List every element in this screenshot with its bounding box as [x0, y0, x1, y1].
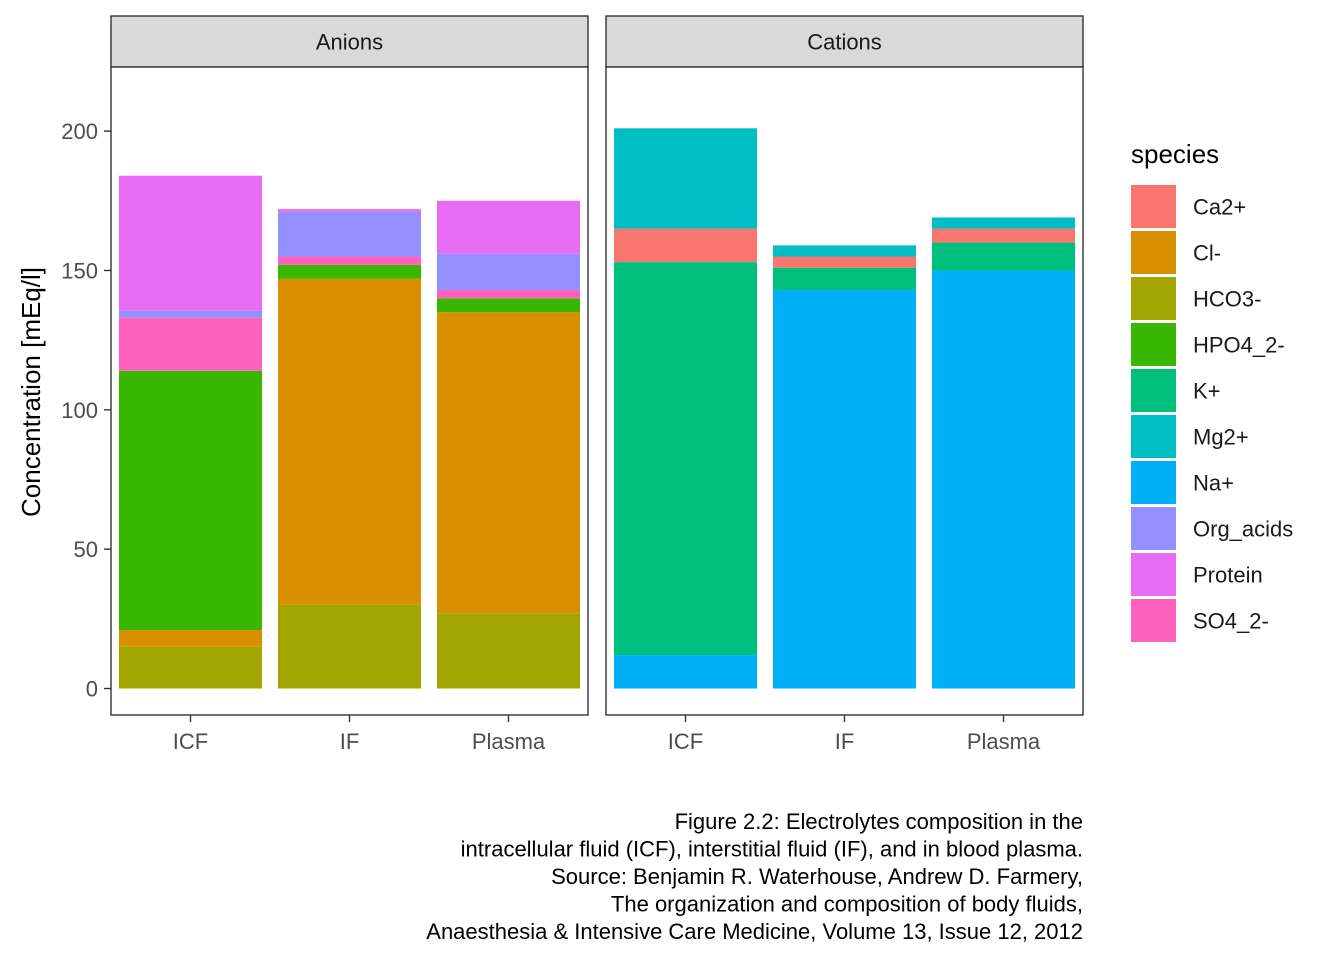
legend-item: HPO4_2- — [1131, 323, 1285, 366]
caption-line: Figure 2.2: Electrolytes composition in … — [675, 809, 1083, 834]
legend-item: SO4_2- — [1131, 599, 1269, 642]
bar-segment-icf-k- — [613, 262, 758, 656]
x-tick-label: ICF — [173, 729, 208, 754]
legend-swatch — [1131, 369, 1176, 412]
y-tick-label: 0 — [86, 677, 98, 702]
bar-segment-plasma-so4-2- — [436, 289, 581, 299]
legend-label: Protein — [1193, 563, 1263, 588]
bar-segment-plasma-protein — [436, 200, 581, 254]
bar-segment-icf-hco3- — [118, 646, 263, 689]
legend-item: Mg2+ — [1131, 415, 1249, 458]
legend-item: Protein — [1131, 553, 1263, 596]
facet-panels: Anions ICF IF Plasma Cations ICF IF Plasma — [110, 15, 1084, 754]
legend-item: Ca2+ — [1131, 185, 1246, 228]
bar-segment-plasma-k- — [931, 242, 1076, 271]
bar-segment-if-ca2- — [772, 256, 917, 268]
bar-segment-plasma-hpo4-2- — [436, 298, 581, 313]
legend-swatch — [1131, 323, 1176, 366]
legend-swatch — [1131, 507, 1176, 550]
y-axis-title: Concentration [mEq/l] — [16, 267, 46, 517]
legend-title: species — [1131, 139, 1219, 169]
bar-segment-icf-so4-2- — [118, 317, 263, 371]
legend-label: Ca2+ — [1193, 195, 1246, 220]
bar-segment-icf-ca2- — [613, 228, 758, 263]
x-tick-label: ICF — [668, 729, 703, 754]
legend-swatch — [1131, 277, 1176, 320]
legend-item: HCO3- — [1131, 277, 1261, 320]
caption-line: Source: Benjamin R. Waterhouse, Andrew D… — [551, 864, 1083, 889]
facet-strip — [605, 15, 1084, 68]
bar-segment-if-hco3- — [277, 604, 422, 689]
bar-segment-icf-cl- — [118, 629, 263, 647]
legend-item: K+ — [1131, 369, 1221, 412]
bar-segment-plasma-na- — [931, 270, 1076, 689]
bar-segment-plasma-hco3- — [436, 613, 581, 689]
bar-segment-icf-na- — [613, 655, 758, 689]
bar-segment-plasma-cl- — [436, 312, 581, 614]
bar-segment-plasma-org-acids — [436, 253, 581, 290]
bar-segment-if-org-acids — [277, 211, 422, 257]
bar-segment-plasma-ca2- — [931, 228, 1076, 243]
bar-segment-if-so4-2- — [277, 256, 422, 265]
legend-label: K+ — [1193, 379, 1221, 404]
facet-strip-label: Anions — [316, 30, 383, 55]
legend-label: SO4_2- — [1193, 609, 1269, 634]
caption-line: intracellular fluid (ICF), interstitial … — [461, 837, 1083, 862]
bar-segment-icf-hpo4-2- — [118, 370, 263, 630]
x-tick-label: IF — [835, 729, 855, 754]
panel-anions: Anions ICF IF Plasma — [110, 15, 589, 754]
bar-segment-icf-protein — [118, 175, 263, 311]
caption-line: The organization and composition of body… — [611, 892, 1083, 917]
legend-swatch — [1131, 599, 1176, 642]
bar-segment-if-protein — [277, 209, 422, 212]
facet-strip-label: Cations — [807, 30, 882, 55]
y-tick-label: 100 — [61, 398, 98, 423]
legend-label: Mg2+ — [1193, 425, 1249, 450]
legend-item: Org_acids — [1131, 507, 1293, 550]
bar-segment-icf-org-acids — [118, 310, 263, 318]
figure-caption: Figure 2.2: Electrolytes composition in … — [426, 809, 1083, 944]
panel-cations: Cations ICF IF Plasma — [605, 15, 1084, 754]
legend: species Ca2+ Cl- HCO3- HPO4_2- K+ Mg2+ Na+ Org_a… — [1131, 139, 1293, 642]
panel-border — [605, 66, 1084, 716]
bar-segment-if-na- — [772, 289, 917, 689]
legend-swatch — [1131, 415, 1176, 458]
x-tick-label: IF — [340, 729, 360, 754]
bar-segment-if-hpo4-2- — [277, 264, 422, 279]
legend-item: Cl- — [1131, 231, 1221, 274]
legend-swatch — [1131, 185, 1176, 228]
legend-label: Org_acids — [1193, 517, 1293, 542]
y-tick-label: 50 — [74, 537, 98, 562]
caption-line: Anaesthesia & Intensive Care Medicine, V… — [426, 919, 1083, 944]
legend-swatch — [1131, 553, 1176, 596]
legend-label: Na+ — [1193, 471, 1234, 496]
x-tick-label: Plasma — [472, 729, 546, 754]
x-tick-label: Plasma — [967, 729, 1041, 754]
bar-segment-plasma-mg2- — [931, 217, 1076, 229]
bar-segment-if-k- — [772, 267, 917, 290]
legend-swatch — [1131, 231, 1176, 274]
panel-border — [110, 66, 589, 716]
bar-segment-if-mg2- — [772, 245, 917, 257]
legend-label: HPO4_2- — [1193, 333, 1285, 358]
facet-strip — [110, 15, 589, 68]
y-tick-label: 150 — [61, 258, 98, 283]
legend-label: HCO3- — [1193, 287, 1261, 312]
legend-item: Na+ — [1131, 461, 1234, 504]
bar-segment-icf-mg2- — [613, 128, 758, 229]
legend-swatch — [1131, 461, 1176, 504]
bar-segment-if-cl- — [277, 278, 422, 605]
legend-label: Cl- — [1193, 241, 1221, 266]
y-tick-label: 200 — [61, 119, 98, 144]
y-axis: 0 50 100 150 200 — [61, 119, 111, 702]
